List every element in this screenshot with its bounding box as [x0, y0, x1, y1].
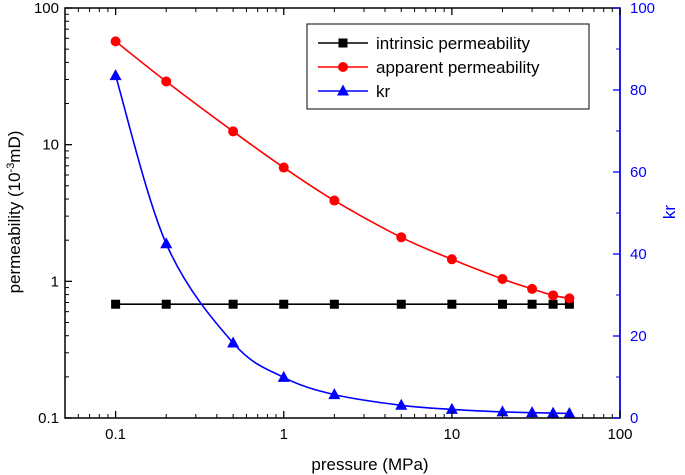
x-axis-title: pressure (MPa)	[311, 455, 428, 474]
data-point	[447, 299, 457, 309]
data-point	[547, 406, 560, 418]
legend-marker	[337, 84, 349, 96]
data-point	[396, 299, 406, 309]
data-point	[497, 274, 508, 285]
data-point	[396, 232, 407, 243]
y2-axis-title: kr	[660, 205, 679, 220]
legend-item: kr	[318, 82, 391, 101]
data-point	[526, 406, 539, 418]
data-point	[496, 405, 509, 417]
series-line	[115, 40, 570, 300]
data-point	[527, 283, 538, 294]
y2-tick-label: 100	[630, 0, 655, 17]
series-2	[110, 36, 575, 304]
data-point	[279, 299, 289, 309]
x-tick-label: 0.1	[105, 426, 126, 443]
data-point	[548, 290, 559, 301]
data-point	[111, 299, 121, 309]
data-point	[161, 76, 172, 87]
legend: intrinsic permeability apparent permeabil…	[306, 23, 590, 110]
data-point	[563, 406, 576, 418]
data-point	[161, 299, 171, 309]
data-point	[277, 370, 290, 382]
y-tick-label: 0.1	[38, 410, 59, 427]
data-point	[227, 336, 240, 348]
data-point	[564, 299, 574, 309]
data-point	[395, 398, 408, 410]
x-tick-label: 10	[444, 426, 461, 443]
y2-tick-label: 20	[630, 328, 647, 345]
y2-tick-label: 40	[630, 246, 647, 263]
legend-item: intrinsic permeability	[318, 34, 530, 53]
data-point	[329, 195, 340, 206]
data-point	[564, 293, 575, 304]
data-point	[228, 299, 238, 309]
legend-item: apparent permeability	[318, 58, 540, 77]
legend-label: apparent permeability	[376, 58, 540, 77]
data-point	[527, 299, 537, 309]
series-line	[114, 75, 570, 415]
y2-tick-label: 0	[630, 410, 638, 427]
legend-marker	[338, 38, 348, 48]
data-point	[328, 388, 341, 400]
data-point	[329, 299, 339, 309]
data-point	[109, 69, 122, 81]
y-tick-label: 100	[34, 0, 59, 17]
data-point	[278, 162, 289, 173]
data-point	[497, 299, 507, 309]
data-point	[548, 299, 558, 309]
data-point	[446, 254, 457, 265]
legend-marker	[338, 62, 348, 72]
legend-label: intrinsic permeability	[376, 34, 530, 53]
y2-tick-label: 80	[630, 82, 647, 99]
x-tick-label: 1	[280, 426, 288, 443]
x-tick-label: 100	[607, 426, 632, 443]
series-3	[109, 69, 576, 418]
legend-label: kr	[376, 82, 391, 101]
data-point	[160, 237, 173, 249]
y-tick-label: 10	[42, 137, 59, 154]
series-1	[111, 299, 574, 309]
data-point	[445, 402, 458, 414]
y2-tick-label: 60	[630, 164, 647, 181]
plot-marks	[109, 36, 576, 418]
y-tick-label: 1	[51, 273, 59, 290]
data-point	[228, 126, 239, 137]
data-point	[110, 36, 121, 47]
y-axis-title: permeability (10-3mD)	[5, 131, 24, 294]
